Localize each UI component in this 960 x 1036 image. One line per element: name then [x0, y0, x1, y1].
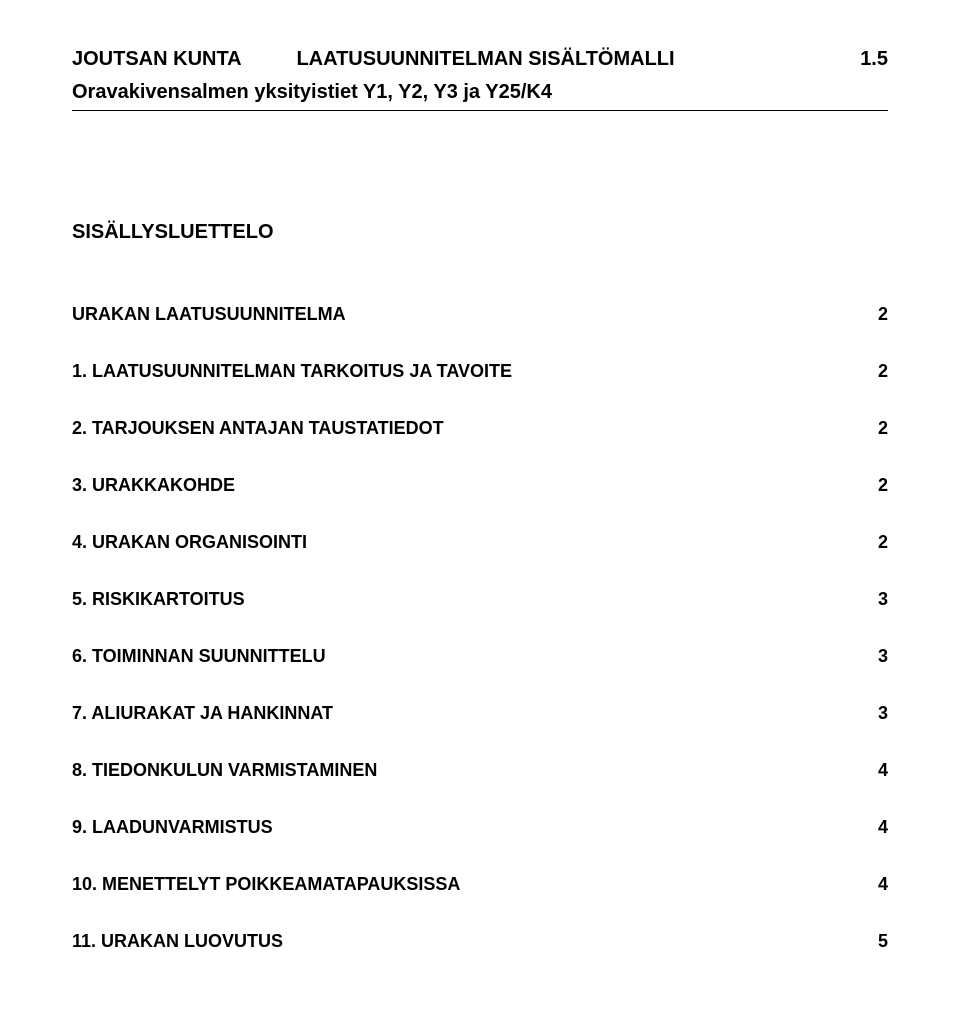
toc-item: 5. RISKIKARTOITUS 3	[72, 589, 888, 610]
toc-item-page: 3	[864, 703, 888, 724]
toc-title: SISÄLLYSLUETTELO	[72, 221, 888, 244]
toc-item: 10. MENETTELYT POIKKEAMATAPAUKSISSA 4	[72, 874, 888, 895]
toc-item-page: 3	[864, 589, 888, 610]
toc-item-page: 4	[864, 760, 888, 781]
header-left: JOUTSAN KUNTA LAATUSUUNNITELMAN SISÄLTÖM…	[72, 48, 675, 71]
toc-item: 1. LAATUSUUNNITELMAN TARKOITUS JA TAVOIT…	[72, 361, 888, 382]
toc-item: 4. URAKAN ORGANISOINTI 2	[72, 532, 888, 553]
toc-item: URAKAN LAATUSUUNNITELMA 2	[72, 304, 888, 325]
toc-item: 9. LAADUNVARMISTUS 4	[72, 817, 888, 838]
header-subtitle: Oravakivensalmen yksityistiet Y1, Y2, Y3…	[72, 81, 888, 104]
toc-item-label: 7. ALIURAKAT JA HANKINNAT	[72, 703, 864, 724]
toc-item-label: 6. TOIMINNAN SUUNNITTELU	[72, 646, 864, 667]
toc-item-label: 10. MENETTELYT POIKKEAMATAPAUKSISSA	[72, 874, 864, 895]
toc-item: 2. TARJOUKSEN ANTAJAN TAUSTATIEDOT 2	[72, 418, 888, 439]
toc-item: 8. TIEDONKULUN VARMISTAMINEN 4	[72, 760, 888, 781]
header-rule	[72, 110, 888, 111]
toc-item-page: 4	[864, 874, 888, 895]
header-page-number: 1.5	[860, 48, 888, 71]
header-org: JOUTSAN KUNTA	[72, 48, 241, 70]
toc-item-page: 2	[864, 475, 888, 496]
header-row: JOUTSAN KUNTA LAATUSUUNNITELMAN SISÄLTÖM…	[72, 48, 888, 71]
toc-item-label: 5. RISKIKARTOITUS	[72, 589, 864, 610]
toc-item-page: 2	[864, 532, 888, 553]
toc-item: 6. TOIMINNAN SUUNNITTELU 3	[72, 646, 888, 667]
toc-item-label: 2. TARJOUKSEN ANTAJAN TAUSTATIEDOT	[72, 418, 864, 439]
toc-item-label: 3. URAKKAKOHDE	[72, 475, 864, 496]
toc-item-label: URAKAN LAATUSUUNNITELMA	[72, 304, 864, 325]
toc-item-label: 8. TIEDONKULUN VARMISTAMINEN	[72, 760, 864, 781]
toc-item-label: 9. LAADUNVARMISTUS	[72, 817, 864, 838]
toc-item-label: 11. URAKAN LUOVUTUS	[72, 931, 864, 952]
toc-item-label: 4. URAKAN ORGANISOINTI	[72, 532, 864, 553]
toc-item: 3. URAKKAKOHDE 2	[72, 475, 888, 496]
toc-item: 7. ALIURAKAT JA HANKINNAT 3	[72, 703, 888, 724]
header-doc-type: LAATUSUUNNITELMAN SISÄLTÖMALLI	[296, 48, 674, 70]
toc-list: URAKAN LAATUSUUNNITELMA 2 1. LAATUSUUNNI…	[72, 304, 888, 952]
toc-item-page: 4	[864, 817, 888, 838]
toc-item-page: 2	[864, 361, 888, 382]
toc-item-page: 5	[864, 931, 888, 952]
document-page: JOUTSAN KUNTA LAATUSUUNNITELMAN SISÄLTÖM…	[0, 0, 960, 1036]
toc-item-page: 3	[864, 646, 888, 667]
toc-item-page: 2	[864, 418, 888, 439]
toc-item: 11. URAKAN LUOVUTUS 5	[72, 931, 888, 952]
toc-item-label: 1. LAATUSUUNNITELMAN TARKOITUS JA TAVOIT…	[72, 361, 864, 382]
toc-item-page: 2	[864, 304, 888, 325]
